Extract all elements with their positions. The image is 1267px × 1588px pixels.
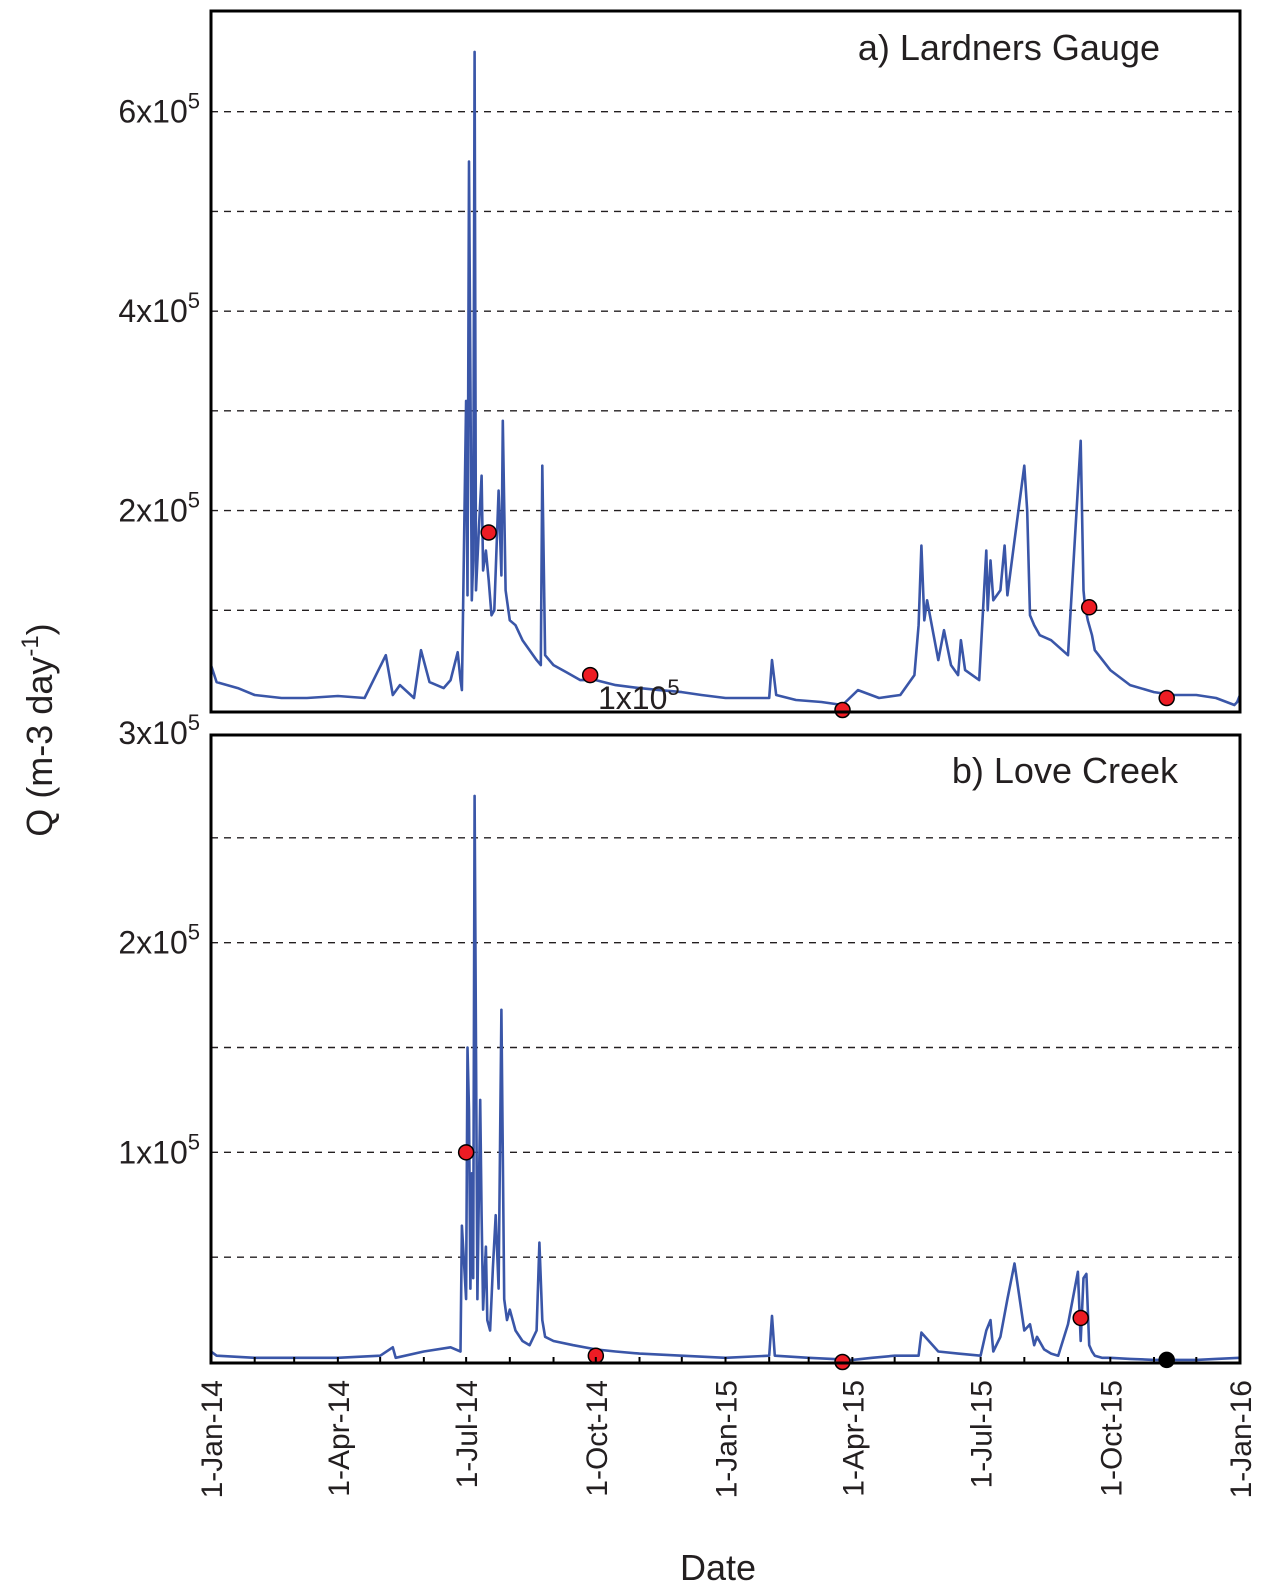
data-point-marker — [581, 666, 599, 684]
panel-a-lardners-gauge: a) Lardners Gauge 2x105 4x105 6x105 1x105 — [118, 9, 1242, 719]
y-tick-label: 2x105 — [118, 488, 200, 529]
data-point-marker — [457, 1144, 475, 1161]
series-line — [209, 50, 1242, 707]
y-tick-label: 1x105 — [118, 1129, 200, 1170]
x-tick-label: 1-Apr-14 — [323, 1380, 356, 1497]
series-line — [210, 794, 1241, 1362]
panel-b-frame — [209, 733, 1242, 1365]
y-tick-exponent: 5 — [188, 710, 200, 735]
x-axis-title: Date — [680, 1547, 756, 1588]
data-point-marker — [1158, 1351, 1175, 1369]
y-axis-title: Q (m-3 day-1) — [17, 623, 60, 836]
panel-a-frame — [209, 9, 1242, 714]
panel-a-markers — [480, 524, 1175, 719]
y-tick-label: 2x105 — [118, 920, 200, 961]
y-axis-title-sup: -1 — [17, 635, 44, 656]
panel-a-line-group — [209, 50, 1242, 707]
y-tick-label: 4x105 — [118, 288, 200, 329]
data-point-marker — [834, 701, 851, 719]
x-tick-label: 1-Apr-15 — [837, 1380, 870, 1497]
panel-b-title: b) Love Creek — [952, 750, 1179, 791]
y-tick-exponent: 5 — [188, 1129, 200, 1154]
panel-a-title: a) Lardners Gauge — [858, 27, 1160, 68]
y-tick-exponent: 5 — [188, 288, 200, 313]
y-tick-label: 6x105 — [118, 89, 200, 130]
x-tick-label: 1-Jan-16 — [1225, 1380, 1258, 1498]
data-point-marker — [1072, 1309, 1089, 1327]
y-axis-title-end: ) — [19, 623, 60, 635]
panel-b-line-group — [210, 794, 1241, 1362]
stray-tick-exponent: 5 — [667, 675, 679, 700]
y-tick-exponent: 5 — [188, 920, 200, 945]
panel-b-y-ticks: 1x105 2x105 3x105 — [118, 710, 200, 1170]
y-tick-exponent: 5 — [188, 89, 200, 114]
stray-tick-label: 1x105 — [598, 675, 680, 716]
x-tick-label: 1-Jul-14 — [451, 1380, 484, 1488]
panel-a-grid — [211, 111, 1240, 611]
x-tick-label: 1-Jul-15 — [966, 1380, 999, 1488]
x-tick-label: 1-Oct-15 — [1095, 1380, 1128, 1497]
data-point-marker — [1080, 599, 1098, 616]
data-point-marker — [1158, 689, 1175, 707]
panel-b-x-ticks: 1-Jan-14 1-Apr-14 1-Jul-14 1-Oct-14 1-Jan-15… — [196, 1357, 1258, 1498]
data-point-marker — [480, 524, 497, 541]
panel-b-grid — [211, 837, 1240, 1258]
y-tick-exponent: 5 — [188, 488, 200, 513]
y-tick-label: 3x105 — [118, 710, 200, 751]
x-tick-label: 1-Oct-14 — [581, 1380, 614, 1497]
x-tick-label: 1-Jan-14 — [196, 1380, 229, 1498]
x-tick-label: 1-Jan-15 — [711, 1380, 744, 1498]
panel-a-y-ticks: 2x105 4x105 6x105 1x105 — [118, 89, 679, 716]
